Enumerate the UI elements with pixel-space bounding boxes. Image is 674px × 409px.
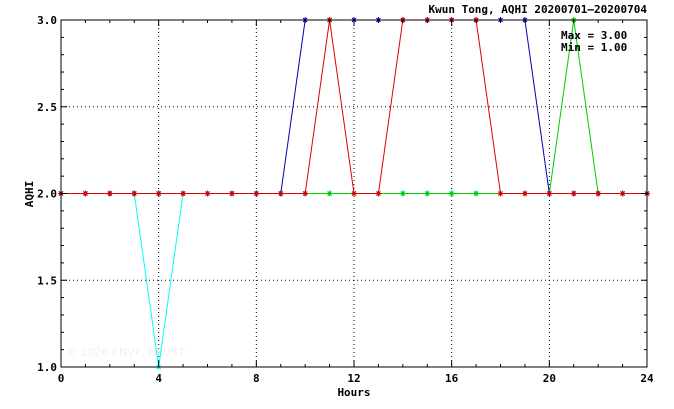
data-point-marker — [82, 190, 89, 197]
series-line — [61, 19, 647, 194]
chart-title: Kwun Tong, AQHI 20200701–20200704 — [428, 3, 647, 16]
watermark: © 2026 ENVF, HKUST — [66, 346, 185, 359]
data-point-marker — [619, 190, 626, 197]
data-point-marker — [375, 190, 382, 197]
y-tick-label: 3.0 — [37, 14, 57, 27]
data-point-marker — [546, 190, 553, 197]
x-axis-title: Hours — [337, 386, 370, 399]
data-point-marker — [302, 190, 309, 197]
x-tick-label: 16 — [445, 372, 459, 385]
data-point-marker — [521, 190, 528, 197]
data-point-marker — [204, 190, 211, 197]
x-tick-label: 4 — [155, 372, 162, 385]
data-point-marker — [253, 190, 260, 197]
data-point-marker — [131, 190, 138, 197]
series-lines — [58, 17, 650, 370]
data-point-marker — [595, 190, 602, 197]
data-point-marker — [570, 190, 577, 197]
data-point-marker — [277, 190, 284, 197]
series-line — [61, 19, 647, 194]
x-tick-label: 12 — [347, 372, 360, 385]
y-axis-title: AQHI — [23, 181, 36, 208]
data-point-marker — [473, 190, 480, 197]
data-point-marker — [497, 190, 504, 197]
data-point-marker — [424, 190, 431, 197]
data-point-marker — [351, 190, 357, 197]
y-tick-label: 2.5 — [37, 101, 57, 114]
y-tick-label: 1.0 — [37, 361, 57, 374]
axis-ticks: 0 4 8 12 16 20 24 1.0 1.5 2.0 2.5 3.0 — [37, 14, 654, 385]
series-line — [61, 19, 647, 194]
data-point-marker — [399, 190, 406, 197]
x-tick-label: 0 — [58, 372, 65, 385]
x-tick-label: 20 — [543, 372, 556, 385]
y-tick-label: 1.5 — [37, 274, 57, 287]
min-label: Min = 1.00 — [561, 41, 627, 54]
y-tick-label: 2.0 — [37, 188, 57, 201]
data-point-marker — [155, 190, 162, 197]
data-point-marker — [326, 190, 333, 197]
x-tick-label: 8 — [253, 372, 260, 385]
data-point-marker — [180, 190, 187, 197]
x-tick-label: 24 — [640, 372, 654, 385]
data-point-marker — [106, 190, 113, 197]
data-point-marker — [228, 190, 235, 197]
data-point-marker — [448, 190, 455, 197]
max-label: Max = 3.00 — [561, 29, 627, 42]
